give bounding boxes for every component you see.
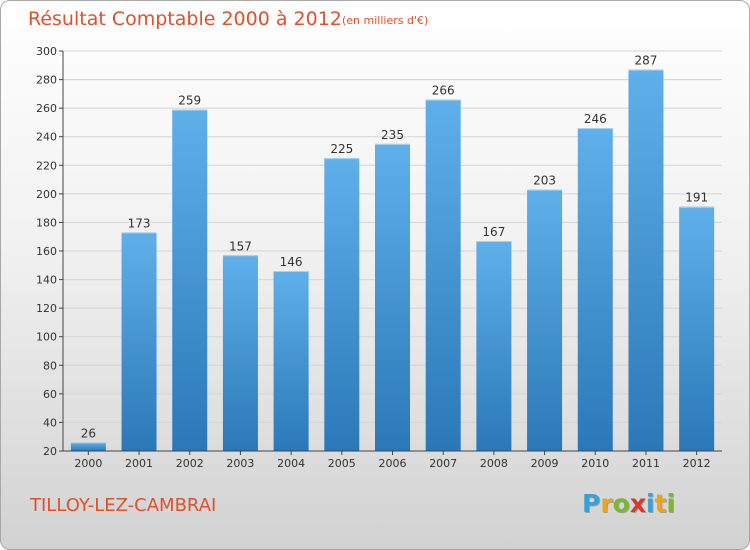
bar-2001 bbox=[121, 232, 157, 451]
logo-letter: x bbox=[629, 489, 646, 518]
y-tick-label: 60 bbox=[43, 388, 57, 401]
y-tick-label: 120 bbox=[36, 302, 57, 315]
bar-2005 bbox=[324, 158, 360, 451]
y-tick-label: 40 bbox=[43, 416, 57, 429]
y-tick-label: 260 bbox=[36, 102, 57, 115]
data-label: 157 bbox=[229, 239, 252, 253]
chart-subtitle: (en milliers d'€) bbox=[342, 14, 429, 27]
bars bbox=[70, 69, 715, 452]
bar-2007 bbox=[425, 99, 461, 452]
y-tick-label: 220 bbox=[36, 159, 57, 172]
bar-2011 bbox=[628, 69, 664, 452]
data-label: 203 bbox=[533, 174, 556, 188]
y-tick-label: 160 bbox=[36, 245, 57, 258]
data-label: 246 bbox=[584, 112, 607, 126]
data-label: 225 bbox=[330, 142, 353, 156]
axes: 20 40 60 80 100 120 140 160 180 200 220 240 260 280 30… bbox=[36, 45, 722, 470]
y-tick-label: 180 bbox=[36, 216, 57, 229]
x-tick-label: 2007 bbox=[429, 457, 457, 470]
logo-letter: r bbox=[600, 489, 613, 518]
y-tick-label: 240 bbox=[36, 131, 57, 144]
data-label: 266 bbox=[432, 84, 455, 98]
logo-letter: t bbox=[654, 489, 667, 518]
x-tick-label: 2010 bbox=[581, 457, 609, 470]
bar-2010 bbox=[577, 128, 613, 451]
bar-2002 bbox=[172, 109, 208, 452]
x-tick-label: 2002 bbox=[176, 457, 204, 470]
logo-letter: i bbox=[646, 489, 655, 518]
x-tick-label: 2000 bbox=[74, 457, 102, 470]
bar-2000 bbox=[70, 442, 106, 451]
data-labels: 26 173 259 157 146 225 235 266 167 203 246 287 191 bbox=[81, 54, 708, 441]
proxiti-logo[interactable]: Proxiti bbox=[582, 489, 675, 518]
data-label: 173 bbox=[128, 216, 151, 230]
bar-2004 bbox=[273, 271, 309, 451]
x-tick-label: 2011 bbox=[632, 457, 660, 470]
x-tick-label: 2009 bbox=[531, 457, 559, 470]
commune-name: TILLOY-LEZ-CAMBRAI bbox=[30, 495, 217, 516]
x-tick-label: 2005 bbox=[328, 457, 356, 470]
chart-title: Résultat Comptable 2000 à 2012 bbox=[28, 8, 342, 30]
data-label: 287 bbox=[635, 54, 658, 68]
data-label: 191 bbox=[685, 191, 708, 205]
bar-2008 bbox=[476, 241, 512, 451]
bar-2012 bbox=[679, 206, 715, 451]
x-tick-label: 2008 bbox=[480, 457, 508, 470]
x-tick-label: 2004 bbox=[277, 457, 305, 470]
data-label: 26 bbox=[81, 426, 96, 440]
y-tick-label: 140 bbox=[36, 274, 57, 287]
logo-letter: i bbox=[666, 489, 676, 518]
y-tick-label: 280 bbox=[36, 74, 57, 87]
x-tick-label: 2003 bbox=[226, 457, 254, 470]
x-tick-label: 2001 bbox=[125, 457, 153, 470]
y-tick-label: 300 bbox=[36, 45, 57, 58]
bar-2003 bbox=[222, 255, 258, 451]
logo-letter: o bbox=[612, 489, 630, 518]
bar-2009 bbox=[527, 189, 563, 452]
x-tick-label: 2012 bbox=[683, 457, 711, 470]
data-label: 146 bbox=[280, 255, 303, 269]
data-label: 235 bbox=[381, 128, 404, 142]
y-tick-label: 20 bbox=[43, 445, 57, 458]
y-tick-label: 100 bbox=[36, 331, 57, 344]
logo-letter: P bbox=[582, 489, 601, 518]
bar-2006 bbox=[375, 143, 410, 451]
y-tick-label: 200 bbox=[36, 188, 57, 201]
x-tick-label: 2006 bbox=[379, 457, 407, 470]
y-tick-label: 80 bbox=[43, 359, 57, 372]
data-label: 259 bbox=[178, 94, 201, 108]
data-label: 167 bbox=[482, 225, 505, 239]
